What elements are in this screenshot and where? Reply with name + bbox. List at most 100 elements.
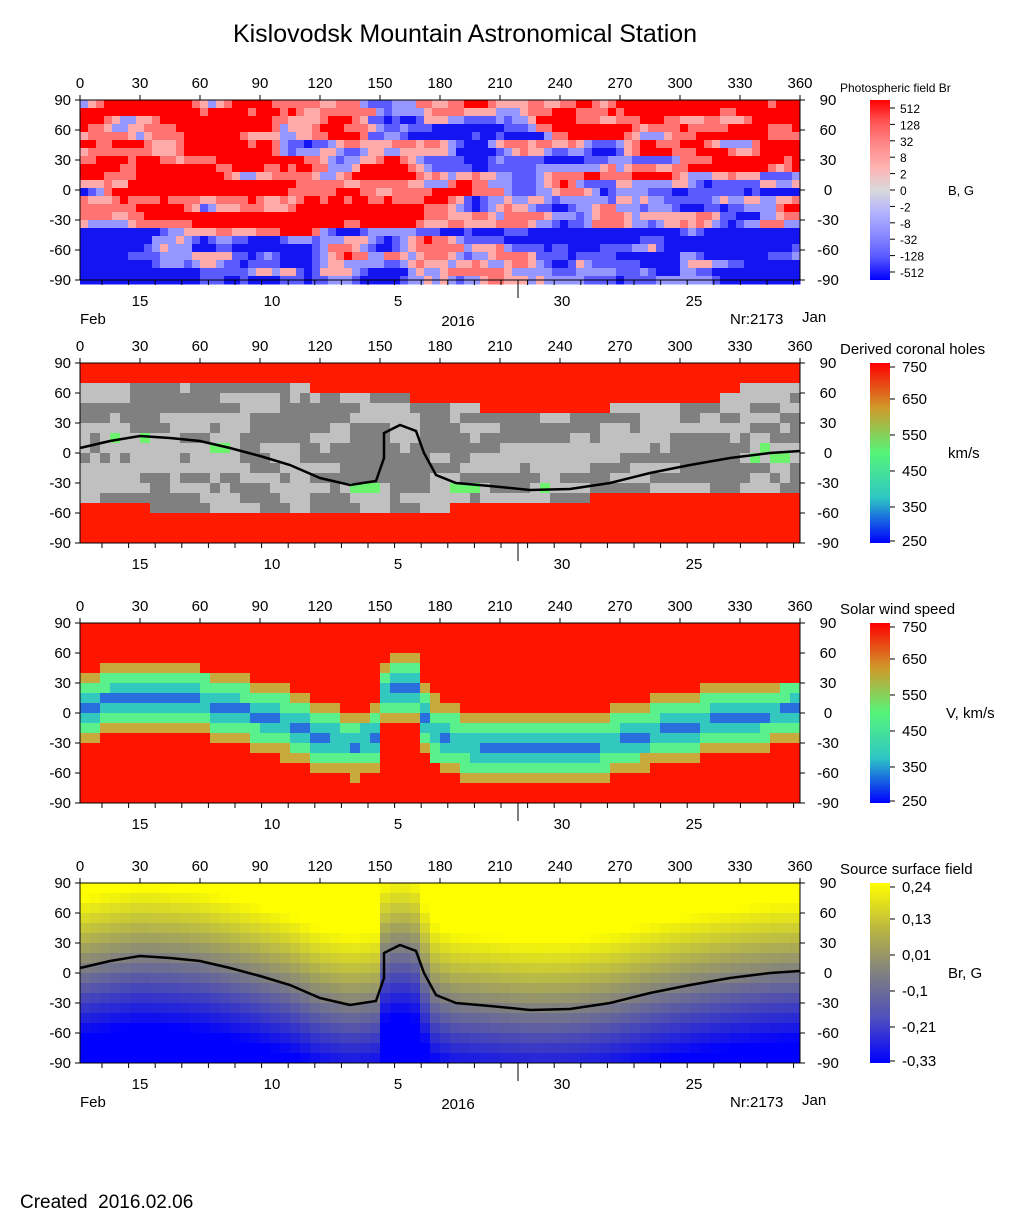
heatmap-cells (80, 883, 801, 1064)
y-tick-label: 90 (54, 92, 71, 109)
x-tick-label: 90 (252, 75, 269, 92)
y-tick-label: 0 (63, 445, 71, 462)
date-tick-label: 5 (394, 293, 402, 310)
photospheric-field-panel: 0 30 60 90 120 150 180 210 240 270 300 330 360 90 90 60… (0, 70, 1020, 335)
colorbar-tick-label: 750 (902, 359, 927, 376)
x-tick-label: 360 (787, 338, 812, 355)
x-tick-label: 360 (787, 598, 812, 615)
x-tick-label: 330 (727, 598, 752, 615)
y-tick-label: -90 (49, 272, 71, 289)
y-tick-label-right: 30 (820, 415, 837, 432)
y-tick-label-right: -60 (817, 242, 839, 259)
month-label-jan: Jan (802, 1092, 826, 1109)
x-tick-label: 300 (667, 858, 692, 875)
x-tick-label: 180 (427, 75, 452, 92)
created-label: Created (20, 1192, 88, 1213)
x-tick-label: 270 (607, 338, 632, 355)
colorbar-tick-label: 0,24 (902, 879, 931, 896)
y-tick-label: -30 (49, 475, 71, 492)
y-tick-label-right: 0 (824, 965, 832, 982)
y-tick-label: -90 (49, 1055, 71, 1072)
date-tick-label: 25 (686, 556, 703, 573)
colorbar (870, 100, 890, 280)
x-tick-label: 150 (367, 858, 392, 875)
x-tick-label: 60 (192, 338, 209, 355)
x-tick-label: 0 (76, 858, 84, 875)
x-tick-label: 150 (367, 338, 392, 355)
colorbar-tick-label: 2 (900, 168, 907, 182)
y-tick-label: 60 (54, 905, 71, 922)
y-tick-label: 60 (54, 122, 71, 139)
date-tick-label: 30 (554, 1076, 571, 1093)
y-tick-label-right: -60 (817, 505, 839, 522)
x-tick-label: 300 (667, 75, 692, 92)
colorbar-tick-label: 650 (902, 651, 927, 668)
x-tick-label: 90 (252, 598, 269, 615)
y-tick-label: 30 (54, 152, 71, 169)
colorbar-tick-label: 8 (900, 151, 907, 165)
colorbar-tick-label: 0,13 (902, 911, 931, 928)
y-tick-label-right: 30 (820, 152, 837, 169)
date-tick-label: 10 (264, 556, 281, 573)
colorbar-tick-label: -0,33 (902, 1053, 936, 1070)
colorbar-title: Derived coronal holes (840, 341, 985, 358)
month-label-jan: Jan (802, 309, 826, 326)
y-tick-label: 0 (63, 705, 71, 722)
x-tick-label: 360 (787, 75, 812, 92)
date-tick-label: 10 (264, 293, 281, 310)
x-tick-label: 360 (787, 858, 812, 875)
colorbar-tick-label: 128 (900, 118, 920, 132)
y-tick-label-right: 0 (824, 705, 832, 722)
date-tick-label: 5 (394, 556, 402, 573)
colorbar-unit-label: Br, G (948, 965, 982, 982)
colorbar-tick-label: 250 (902, 533, 927, 550)
date-tick-label: 25 (686, 293, 703, 310)
x-tick-label: 30 (132, 338, 149, 355)
colorbar-tick-label: 650 (902, 391, 927, 408)
colorbar-tick-label: 250 (902, 793, 927, 810)
colorbar-title: Photospheric field Br (840, 81, 951, 95)
x-tick-label: 0 (76, 338, 84, 355)
y-tick-label: -90 (49, 535, 71, 552)
x-tick-label: 330 (727, 75, 752, 92)
x-tick-label: 60 (192, 598, 209, 615)
y-tick-label-right: -90 (817, 1055, 839, 1072)
colorbar-tick-label: 512 (900, 102, 920, 116)
colorbar (870, 363, 890, 543)
rotation-number: Nr:2173 (730, 1094, 783, 1111)
x-tick-label: 30 (132, 598, 149, 615)
x-tick-label: 330 (727, 858, 752, 875)
colorbar-tick-label: 450 (902, 723, 927, 740)
date-tick-label: 30 (554, 816, 571, 833)
x-tick-label: 270 (607, 75, 632, 92)
colorbar-tick-label: -8 (900, 217, 911, 231)
x-tick-label: 210 (487, 598, 512, 615)
colorbar-tick-label: 750 (902, 619, 927, 636)
date-tick-label: 5 (394, 816, 402, 833)
x-tick-label: 60 (192, 75, 209, 92)
y-tick-label-right: -30 (817, 212, 839, 229)
colorbar-tick-label: 32 (900, 135, 914, 149)
x-tick-label: 240 (547, 858, 572, 875)
y-tick-label: 0 (63, 182, 71, 199)
coronal-holes-panel: 0 30 60 90 120 150 180 210 240 270 300 330 360 90 90 60… (0, 333, 1020, 598)
x-tick-label: 210 (487, 75, 512, 92)
colorbar-tick-label: 350 (902, 499, 927, 516)
created-stamp: Created 2016.02.06 (20, 1192, 193, 1214)
date-tick-label: 10 (264, 1076, 281, 1093)
y-tick-label: 30 (54, 415, 71, 432)
y-tick-label: -30 (49, 995, 71, 1012)
x-tick-label: 0 (76, 75, 84, 92)
colorbar-tick-label: -512 (900, 266, 924, 280)
y-tick-label: -60 (49, 505, 71, 522)
y-tick-label-right: -60 (817, 1025, 839, 1042)
date-tick-label: 15 (132, 556, 149, 573)
page-title: Kislovodsk Mountain Astronomical Station (232, 20, 698, 48)
x-tick-label: 120 (307, 338, 332, 355)
y-tick-label-right: 60 (820, 905, 837, 922)
colorbar-tick-label: 550 (902, 687, 927, 704)
x-tick-label: 240 (547, 598, 572, 615)
y-tick-label: -60 (49, 765, 71, 782)
y-tick-label: -30 (49, 212, 71, 229)
